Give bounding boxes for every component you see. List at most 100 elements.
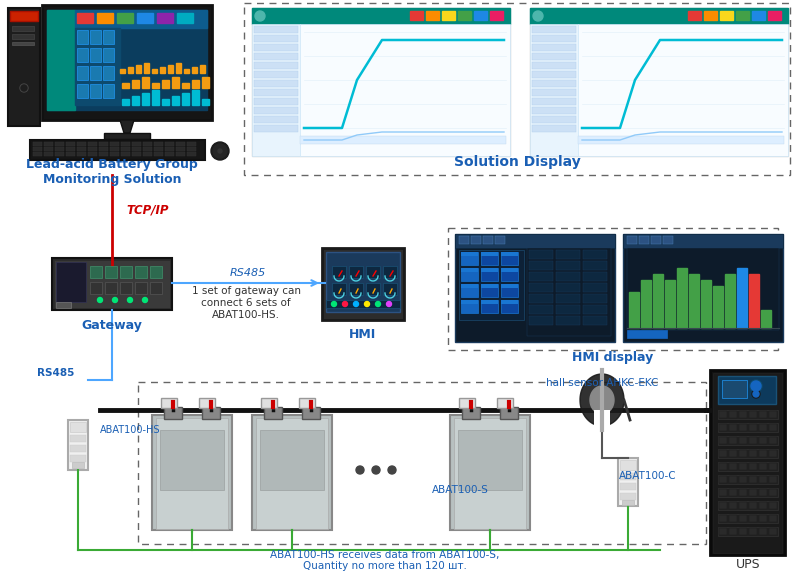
- Bar: [254, 116, 298, 123]
- Bar: [651, 236, 661, 244]
- Bar: [383, 283, 397, 295]
- Bar: [252, 415, 332, 530]
- Bar: [495, 236, 505, 244]
- Bar: [719, 515, 727, 522]
- Bar: [718, 376, 776, 404]
- Bar: [138, 382, 706, 544]
- Bar: [132, 80, 139, 88]
- Text: hall sensor AHKC-EKC: hall sensor AHKC-EKC: [546, 378, 658, 388]
- Bar: [530, 8, 788, 24]
- Circle shape: [372, 466, 380, 474]
- Bar: [143, 152, 152, 156]
- Bar: [739, 463, 747, 470]
- Text: Quantity no more than 120 шт.: Quantity no more than 120 шт.: [303, 561, 467, 571]
- Bar: [349, 266, 363, 278]
- Bar: [461, 252, 478, 256]
- Bar: [749, 502, 757, 509]
- Bar: [713, 286, 723, 328]
- Bar: [663, 236, 673, 244]
- Bar: [254, 80, 298, 87]
- Bar: [719, 489, 727, 496]
- Polygon shape: [590, 386, 614, 414]
- Bar: [135, 282, 147, 294]
- Bar: [110, 142, 119, 146]
- Bar: [12, 34, 34, 39]
- Bar: [729, 489, 737, 496]
- Bar: [719, 450, 727, 457]
- Bar: [47, 10, 207, 110]
- Text: ABAT100-HS: ABAT100-HS: [100, 425, 161, 435]
- Bar: [154, 152, 163, 156]
- Bar: [461, 300, 478, 313]
- Bar: [52, 258, 172, 310]
- Bar: [759, 502, 767, 509]
- Bar: [66, 142, 75, 146]
- Bar: [152, 90, 159, 105]
- Bar: [160, 67, 165, 73]
- Bar: [759, 450, 767, 457]
- Circle shape: [21, 85, 27, 91]
- Bar: [120, 282, 132, 294]
- Bar: [761, 310, 771, 328]
- Bar: [75, 28, 120, 105]
- Bar: [33, 152, 42, 156]
- Bar: [759, 489, 767, 496]
- Bar: [162, 80, 169, 88]
- Bar: [70, 435, 86, 442]
- Text: ABAT100-S: ABAT100-S: [431, 485, 489, 495]
- Bar: [12, 26, 34, 31]
- Bar: [366, 266, 380, 278]
- Bar: [90, 48, 101, 62]
- Bar: [739, 424, 747, 431]
- Bar: [481, 300, 498, 304]
- Bar: [110, 147, 119, 150]
- Bar: [192, 67, 197, 73]
- Bar: [88, 142, 97, 146]
- Bar: [90, 282, 102, 294]
- Bar: [172, 96, 179, 105]
- Bar: [769, 437, 777, 444]
- Bar: [532, 80, 576, 87]
- Bar: [627, 236, 637, 244]
- Bar: [150, 266, 162, 278]
- Bar: [128, 67, 133, 73]
- Bar: [137, 13, 153, 23]
- Bar: [120, 266, 132, 278]
- Bar: [725, 274, 735, 328]
- Bar: [481, 284, 498, 297]
- Bar: [665, 280, 675, 328]
- Bar: [90, 266, 102, 278]
- Bar: [136, 65, 141, 73]
- Bar: [719, 528, 727, 535]
- Bar: [529, 283, 553, 292]
- Bar: [710, 370, 785, 555]
- Bar: [252, 8, 510, 24]
- Bar: [454, 418, 526, 529]
- Bar: [177, 13, 193, 23]
- Bar: [88, 147, 97, 150]
- Circle shape: [211, 142, 229, 160]
- Bar: [458, 11, 471, 20]
- Bar: [556, 272, 580, 281]
- Bar: [729, 437, 737, 444]
- Bar: [759, 528, 767, 535]
- Bar: [55, 142, 64, 146]
- Bar: [192, 90, 199, 105]
- Bar: [749, 437, 757, 444]
- Bar: [150, 282, 162, 294]
- Bar: [120, 69, 125, 73]
- Bar: [70, 445, 86, 452]
- Bar: [254, 107, 298, 114]
- Bar: [620, 460, 636, 470]
- Bar: [532, 62, 576, 69]
- Bar: [578, 24, 788, 156]
- Bar: [135, 266, 147, 278]
- Bar: [176, 152, 185, 156]
- Circle shape: [113, 297, 118, 302]
- Bar: [639, 236, 649, 244]
- Bar: [459, 250, 524, 320]
- Circle shape: [388, 466, 396, 474]
- Bar: [529, 261, 553, 270]
- Text: UPS: UPS: [736, 559, 760, 571]
- Bar: [483, 236, 493, 244]
